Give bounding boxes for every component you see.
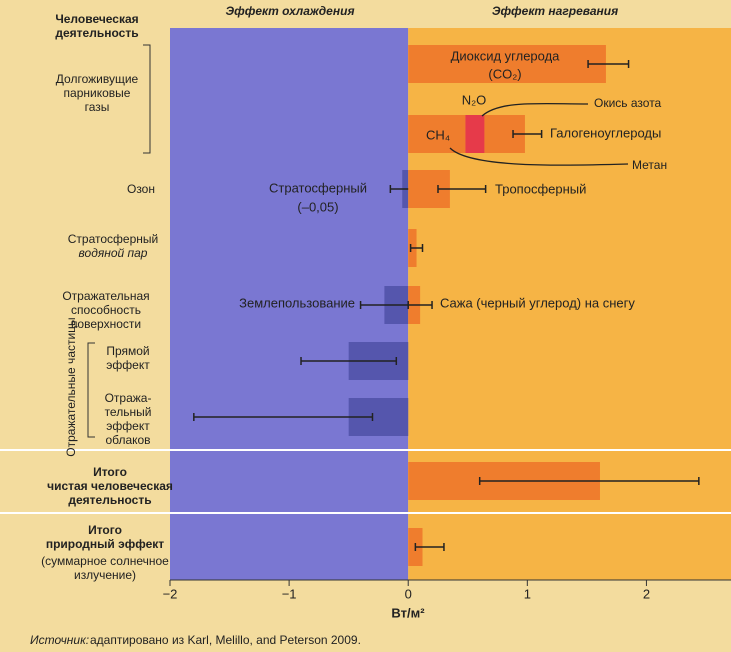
row-label: Отражательные частицы: [64, 317, 78, 456]
bar-label: (CO₂): [488, 66, 521, 81]
row-label: тельный: [105, 405, 152, 419]
row-label: Долгоживущие: [56, 72, 139, 86]
row-label: Озон: [127, 182, 155, 196]
error-bar: [193, 413, 374, 421]
error-bar: [512, 130, 543, 138]
row-label: деятельность: [55, 26, 138, 40]
row-label: чистая человеческая: [47, 479, 173, 493]
annotation-arrow: [481, 102, 589, 117]
bar-label: Тропосферный: [495, 181, 586, 196]
row-label: Прямой: [106, 344, 149, 358]
warming-header: Эффект нагревания: [492, 4, 618, 18]
error-bar: [300, 357, 398, 365]
annotation: Метан: [632, 158, 667, 172]
cooling-header: Эффект охлаждения: [225, 4, 354, 18]
cooling-region: [170, 28, 409, 580]
bar-label: Диоксид углерода: [451, 48, 561, 63]
bar-label: Стратосферный: [269, 180, 367, 195]
error-bar: [437, 185, 487, 193]
row-label: Стратосферный: [68, 232, 158, 246]
bar: [465, 115, 485, 153]
error-bar: [407, 301, 433, 309]
row-label: природный эффект: [46, 537, 164, 551]
error-bar: [409, 244, 424, 252]
row-label: поверхности: [71, 317, 141, 331]
bar-label: CH₄: [426, 127, 450, 142]
source: адаптировано из Karl, Melillo, and Peter…: [90, 633, 361, 647]
row-label: эффект: [106, 358, 150, 372]
row-label: Отражательная: [62, 289, 149, 303]
annotation: Окись азота: [594, 96, 662, 110]
row-label: Человеческая: [55, 12, 138, 26]
row-label: газы: [85, 100, 110, 114]
row-label: облаков: [105, 433, 150, 447]
x-tick-label: 1: [524, 586, 531, 601]
bar-label: Сажа (черный углерод) на снегу: [440, 295, 635, 310]
annotation-arrow: [449, 147, 629, 166]
row-label: способность: [71, 303, 141, 317]
x-tick-label: −2: [163, 586, 178, 601]
bar-label: N₂O: [462, 92, 487, 107]
bar: [408, 115, 466, 153]
bar-label: Землепользование: [239, 295, 355, 310]
x-tick-label: −1: [282, 586, 297, 601]
bracket: [143, 44, 151, 154]
error-bar: [478, 477, 700, 485]
row-label: Итого: [88, 523, 122, 537]
row-label: водяной пар: [79, 246, 148, 260]
bar: [408, 45, 606, 83]
row-label: (суммарное солнечное: [41, 554, 169, 568]
error-bar: [587, 60, 630, 68]
error-bar: [414, 543, 445, 551]
x-tick-label: 0: [405, 586, 412, 601]
bar-label: Галогеноуглероды: [550, 125, 661, 140]
row-label: Отража-: [105, 391, 152, 405]
bracket: [87, 342, 95, 438]
bar-label: (–0,05): [297, 199, 338, 214]
row-label: парниковые: [64, 86, 131, 100]
x-tick-label: 2: [643, 586, 650, 601]
row-label: Итого: [93, 465, 127, 479]
source-prefix: Источник:: [30, 633, 89, 647]
row-label: эффект: [106, 419, 150, 433]
row-label: излучение): [74, 568, 136, 582]
x-axis-label: Вт/м²: [391, 605, 425, 620]
row-label: деятельность: [68, 493, 151, 507]
